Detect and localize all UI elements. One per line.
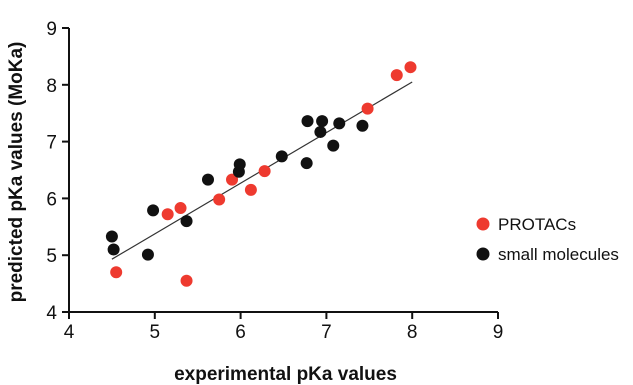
y-tick-label: 8 xyxy=(46,76,57,97)
data-points xyxy=(105,61,417,287)
protac-point xyxy=(110,266,123,279)
small-molecule-point xyxy=(233,158,246,171)
legend: PROTACs small molecules xyxy=(476,215,619,264)
protac-point xyxy=(258,165,271,178)
small-molecule-point xyxy=(316,115,329,128)
protac-point xyxy=(180,274,193,287)
x-axis-title: experimental pKa values xyxy=(174,364,397,385)
x-tick-label: 5 xyxy=(150,322,161,343)
protac-point xyxy=(226,173,239,186)
small-molecule-point xyxy=(201,173,214,186)
small-molecule-point xyxy=(356,119,369,132)
small-molecule-point xyxy=(141,248,154,261)
series-small-molecules xyxy=(105,115,369,261)
small-molecule-point xyxy=(327,139,340,152)
y-tick-label: 5 xyxy=(46,246,57,267)
small-molecule-point xyxy=(275,150,288,163)
y-tick-label: 4 xyxy=(46,303,57,324)
y-axis-title: predicted pKa values (MoKa) xyxy=(6,42,27,303)
protac-point xyxy=(361,102,374,115)
legend-label: small molecules xyxy=(498,245,619,264)
axes: 4 5 6 7 8 9 4 5 6 7 8 9 xyxy=(46,19,503,343)
legend-marker xyxy=(476,217,490,231)
small-molecule-point xyxy=(180,215,193,228)
legend-label: PROTACs xyxy=(498,215,576,234)
series-protacs xyxy=(110,61,417,287)
protac-point xyxy=(213,193,226,206)
small-molecule-point xyxy=(107,243,120,256)
small-molecule-point xyxy=(147,204,160,217)
small-molecule-point xyxy=(301,115,314,128)
x-tick-label: 4 xyxy=(64,322,75,343)
protac-point xyxy=(390,69,403,82)
small-molecule-point xyxy=(300,157,313,170)
x-tick-label: 7 xyxy=(321,322,332,343)
protac-point xyxy=(174,202,187,215)
y-tick-label: 9 xyxy=(46,19,57,40)
small-molecule-point xyxy=(314,125,327,138)
protac-point xyxy=(244,183,257,196)
x-tick-label: 8 xyxy=(407,322,418,343)
legend-marker xyxy=(476,247,490,261)
y-tick-label: 6 xyxy=(46,189,57,210)
x-tick-label: 9 xyxy=(493,322,504,343)
small-molecule-point xyxy=(333,117,346,130)
protac-point xyxy=(404,61,417,74)
protac-point xyxy=(161,208,174,221)
small-molecule-point xyxy=(105,230,118,243)
x-tick-label: 6 xyxy=(235,322,246,343)
y-tick-label: 7 xyxy=(46,133,57,154)
